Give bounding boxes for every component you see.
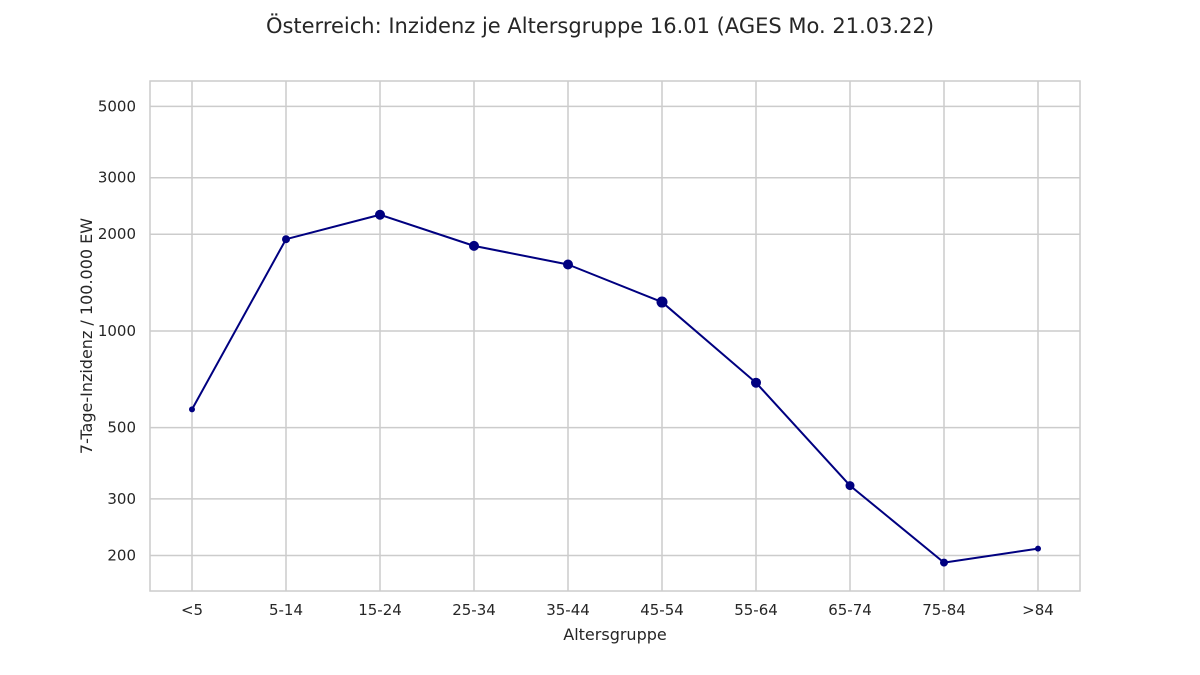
data-point (1035, 545, 1041, 552)
x-tick-label: 5-14 (269, 601, 303, 619)
data-series (189, 209, 1041, 567)
x-tick-label: 75-84 (922, 601, 966, 619)
chart-title: Österreich: Inzidenz je Altersgruppe 16.… (266, 13, 934, 38)
data-point (375, 209, 385, 220)
x-tick-label: >84 (1022, 601, 1054, 619)
y-axis-ticks: 200 300 500 1000 2000 3000 5000 (98, 97, 136, 564)
x-tick-label: 55-64 (734, 601, 778, 619)
y-axis-label: 7-Tage-Inzidenz / 100.000 EW (77, 218, 96, 454)
x-tick-label: 25-34 (452, 601, 496, 619)
series-line (191, 213, 1039, 564)
data-point (563, 259, 573, 270)
data-point (282, 235, 290, 244)
data-point (845, 481, 855, 491)
y-tick-label: 500 (107, 419, 136, 437)
y-tick-label: 300 (107, 490, 136, 508)
y-tick-label: 1000 (98, 322, 136, 340)
y-tick-label: 3000 (98, 169, 136, 187)
y-tick-label: 5000 (98, 97, 136, 115)
x-tick-label: 65-74 (828, 601, 872, 619)
data-point (189, 406, 195, 413)
data-point (940, 558, 948, 567)
x-tick-label: 45-54 (640, 601, 684, 619)
y-tick-label: 2000 (98, 225, 136, 243)
data-point (469, 240, 479, 251)
plot-frame (149, 80, 1081, 592)
grid (150, 81, 1080, 591)
x-tick-label: 15-24 (358, 601, 402, 619)
x-tick-label: 35-44 (546, 601, 590, 619)
data-point (656, 296, 668, 308)
x-tick-label: <5 (181, 601, 203, 619)
y-tick-label: 200 (107, 546, 136, 564)
data-point (751, 377, 761, 388)
x-axis-label: Altersgruppe (563, 625, 666, 644)
x-axis-ticks: <5 5-14 15-24 25-34 35-44 45-54 55-64 65-74 75-8… (181, 601, 1054, 619)
